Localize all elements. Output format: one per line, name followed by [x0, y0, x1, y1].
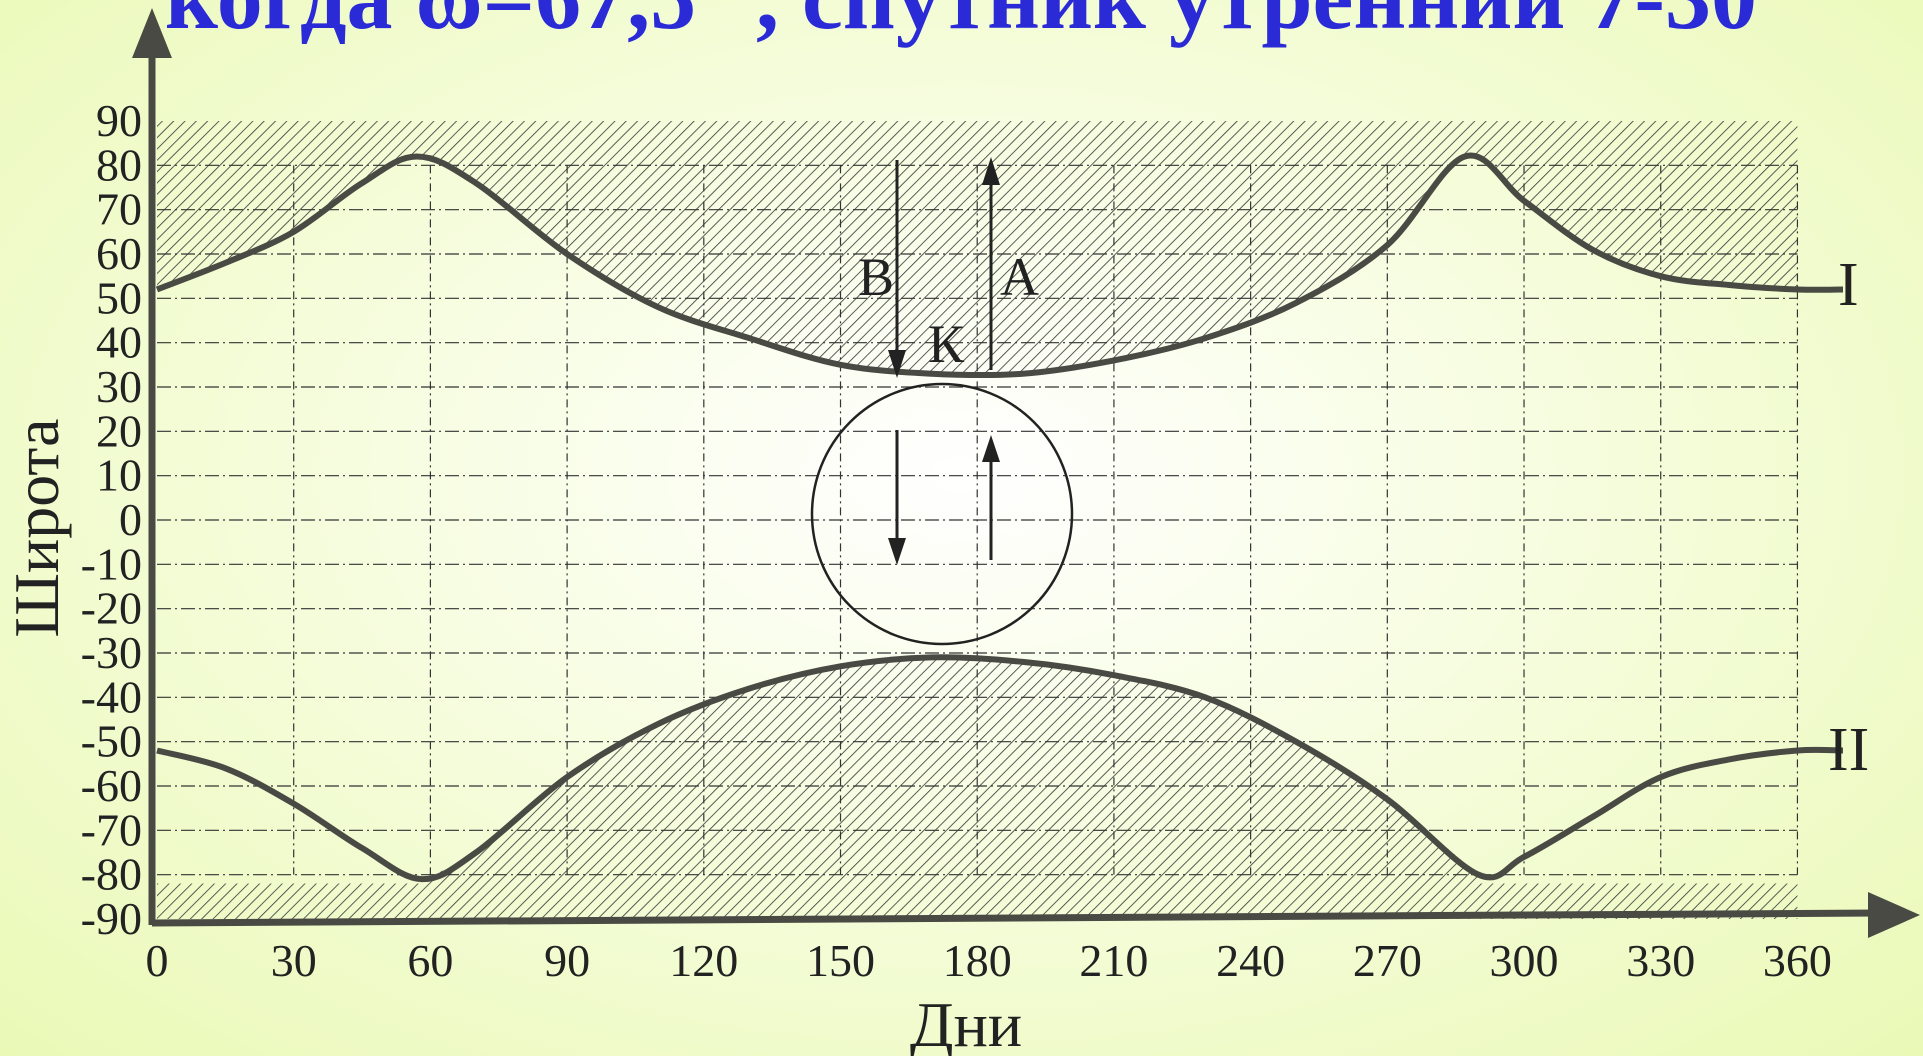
arrow-b	[888, 160, 906, 378]
y-tick-label: 90	[96, 95, 142, 146]
x-axis	[151, 909, 1881, 927]
down-arrow-in-circle	[888, 430, 906, 565]
x-axis-arrow	[1868, 892, 1920, 938]
label-b: B	[858, 247, 894, 307]
y-tick-label: -30	[81, 627, 142, 678]
series-line-ii	[156, 654, 1844, 883]
label-a: A	[1000, 247, 1039, 307]
chart-title: когда ω=67,5° , спутник утренний 7-30	[165, 0, 1757, 48]
y-tick-label: -50	[81, 716, 142, 767]
x-tick-label: 90	[544, 935, 590, 986]
x-tick-label: 300	[1490, 935, 1559, 986]
curve-label-ii: II	[1828, 716, 1869, 784]
series-line-i	[155, 152, 1844, 379]
arrow-a	[982, 157, 1000, 370]
y-tick-label: 40	[96, 317, 142, 368]
x-tick-label: 0	[146, 935, 169, 986]
series	[155, 152, 1844, 883]
y-axis-arrow	[132, 8, 172, 58]
y-tick-label: 0	[119, 494, 142, 545]
x-tick-label: 240	[1216, 935, 1285, 986]
y-axis-label: Широта	[1, 418, 72, 637]
x-tick-label: 60	[407, 935, 453, 986]
up-arrow-in-circle	[982, 435, 1000, 560]
x-tick-label: 210	[1079, 935, 1148, 986]
tick-labels: 0 30 60 90 120 150 180 210 240 270 300 330 360908070…	[81, 95, 1832, 986]
x-tick-label: 120	[669, 935, 738, 986]
y-tick-label: 70	[96, 184, 142, 235]
x-tick-label: 330	[1626, 935, 1695, 986]
curve-label-i: I	[1838, 251, 1859, 319]
y-tick-label: 60	[96, 228, 142, 279]
label-k: К	[928, 314, 965, 374]
y-tick-label: 80	[96, 139, 142, 190]
y-tick-label: 10	[96, 450, 142, 501]
circle-region	[810, 382, 1074, 646]
x-axis-label: Дни	[910, 989, 1022, 1056]
x-tick-label: 180	[943, 935, 1012, 986]
y-tick-label: 20	[96, 405, 142, 456]
x-tick-label: 30	[271, 935, 317, 986]
y-tick-label: -10	[81, 538, 142, 589]
y-tick-label: -40	[81, 671, 142, 722]
y-tick-label: -20	[81, 583, 142, 634]
y-tick-label: -70	[81, 804, 142, 855]
x-tick-label: 360	[1763, 935, 1832, 986]
y-tick-label: -90	[81, 893, 142, 944]
x-tick-label: 150	[806, 935, 875, 986]
grid	[157, 164, 1799, 876]
y-tick-label: -80	[81, 849, 142, 900]
y-tick-label: -60	[81, 760, 142, 811]
y-tick-label: 30	[96, 361, 142, 412]
x-tick-label: 270	[1353, 935, 1422, 986]
y-tick-label: 50	[96, 272, 142, 323]
